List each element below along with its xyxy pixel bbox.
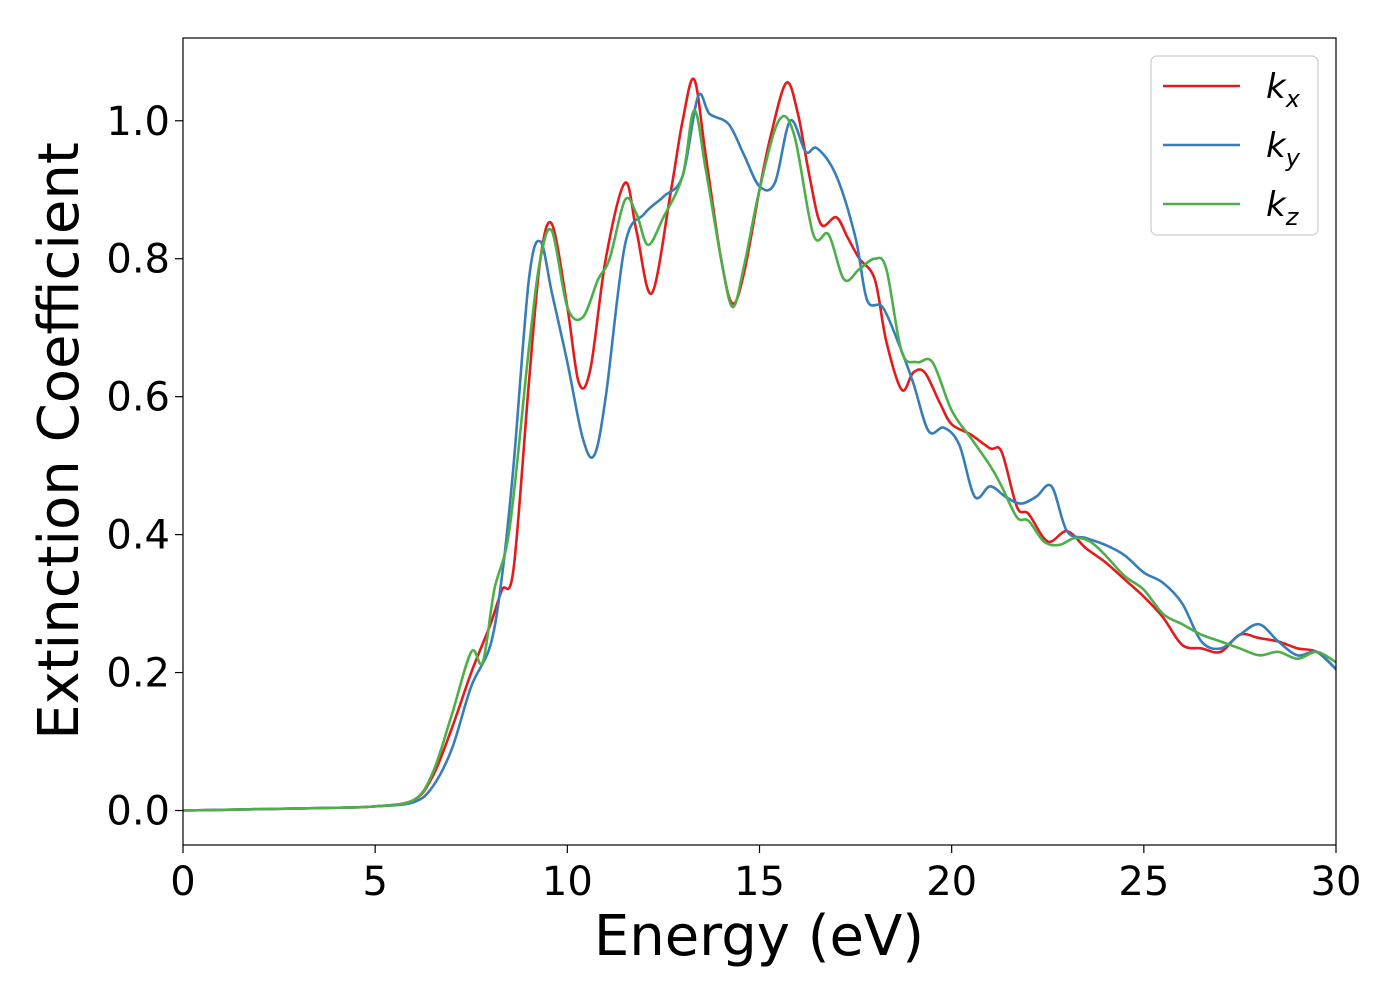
- plot-area: [183, 38, 1336, 845]
- x-tick-label: 25: [1118, 859, 1169, 905]
- y-tick-label: 0.0: [106, 789, 170, 835]
- x-tick-label: 30: [1311, 859, 1362, 905]
- axes-layer: 0 5 10 15 20 25 30 0.0 0.2 0.4 0.6 0.8 1.0: [106, 37, 1362, 905]
- y-axis-title: Extinction Coefficient: [27, 142, 92, 740]
- x-tick-label: 20: [926, 859, 977, 905]
- series-layer: [183, 77, 1336, 812]
- y-tick-label: 0.2: [106, 651, 170, 697]
- series-line-k-y: [183, 92, 1336, 812]
- x-tick-label: 15: [734, 859, 785, 905]
- legend-label-k-y: ky: [1266, 126, 1301, 172]
- y-tick-label: 1.0: [106, 99, 170, 145]
- plot-background: [183, 38, 1336, 845]
- x-tick-label: 5: [362, 859, 387, 905]
- y-tick-label: 0.8: [106, 237, 170, 283]
- legend-label-k-x: kx: [1266, 67, 1301, 113]
- x-tick-label: 0: [170, 859, 195, 905]
- y-tick-label: 0.4: [106, 513, 170, 559]
- y-tick-label: 0.6: [106, 375, 170, 421]
- x-axis-title: Energy (eV): [594, 904, 924, 969]
- series-line-k-x: [183, 77, 1336, 812]
- x-tick-label: 10: [542, 859, 593, 905]
- legend-label-k-z: kz: [1266, 185, 1300, 231]
- series-line-k-z: [183, 109, 1336, 812]
- legend: kx ky kz: [1150, 55, 1319, 236]
